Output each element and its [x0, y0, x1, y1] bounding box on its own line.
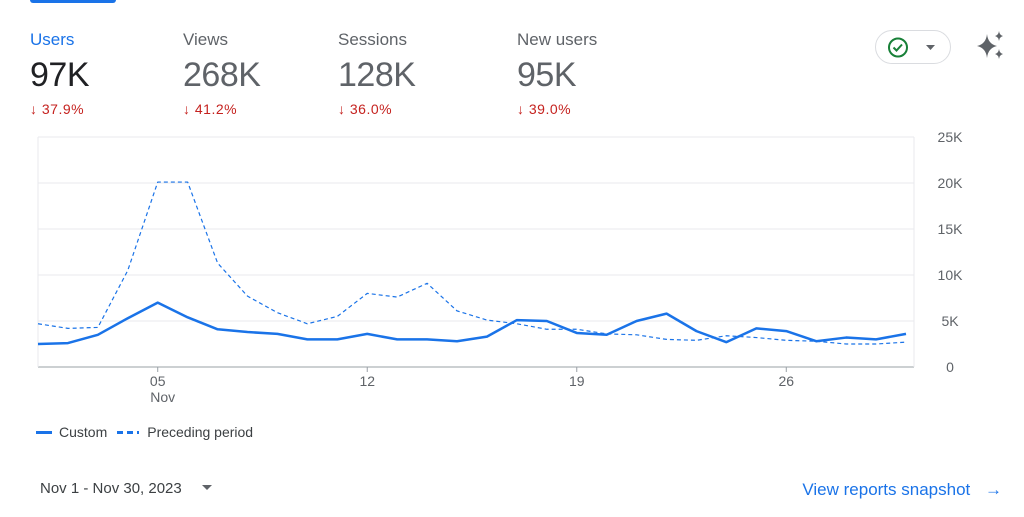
- y-tick-label: 25K: [938, 129, 964, 145]
- series-line-custom: [37, 301, 907, 346]
- arrow-right-icon: →: [985, 480, 1002, 499]
- legend-dashed-swatch: [117, 430, 140, 434]
- metric-change: ↓ 37.9%: [30, 101, 85, 117]
- metric-label: Views: [183, 30, 229, 49]
- snapshot-link-label: View reports snapshot: [802, 480, 971, 499]
- series-line-preceding-period: [37, 181, 907, 345]
- status-dropdown[interactable]: [875, 30, 951, 64]
- x-tick-label: 05: [150, 373, 166, 389]
- metric-sessions[interactable]: Sessions 128K ↓ 36.0%: [338, 30, 416, 117]
- metric-change: ↓ 36.0%: [338, 101, 393, 117]
- metric-new-users[interactable]: New users 95K ↓ 39.0%: [517, 30, 597, 117]
- x-tick-sublabel: Nov: [150, 389, 175, 405]
- legend-solid-swatch: [36, 430, 52, 434]
- metric-value: 128K: [338, 56, 416, 94]
- caret-down-icon: [926, 45, 935, 50]
- active-tab-indicator: [30, 0, 116, 3]
- date-range-label: Nov 1 - Nov 30, 2023: [40, 480, 182, 497]
- metric-views[interactable]: Views 268K ↓ 41.2%: [183, 30, 261, 117]
- y-tick-label: 20K: [938, 175, 964, 191]
- metric-label: New users: [517, 30, 598, 49]
- view-reports-snapshot-link[interactable]: View reports snapshot →: [802, 480, 1002, 500]
- metric-change: ↓ 39.0%: [517, 101, 572, 117]
- y-tick-label: 10K: [938, 267, 964, 283]
- metric-label: Users: [30, 30, 75, 49]
- metric-label: Sessions: [338, 30, 407, 49]
- date-range-selector[interactable]: Nov 1 - Nov 30, 2023: [40, 480, 212, 497]
- x-tick-label: 12: [359, 373, 375, 389]
- sparkle-icon[interactable]: [975, 30, 1007, 62]
- legend-preceding: Preceding period: [147, 424, 254, 440]
- metric-users[interactable]: Users 97K ↓ 37.9%: [30, 30, 90, 117]
- x-tick-label: 19: [569, 373, 585, 389]
- legend-custom: Custom: [59, 424, 108, 440]
- metric-value: 268K: [183, 56, 261, 94]
- metric-value: 97K: [30, 56, 90, 94]
- metric-value: 95K: [517, 56, 577, 94]
- x-tick-label: 26: [778, 373, 794, 389]
- caret-down-icon: [201, 485, 212, 495]
- y-tick-label: 15K: [938, 221, 964, 237]
- metric-change: ↓ 41.2%: [183, 101, 238, 117]
- y-tick-label: 0: [946, 359, 954, 375]
- chart-legend: Custom Preceding period: [36, 424, 253, 440]
- check-circle-icon: [888, 37, 935, 58]
- y-tick-label: 5K: [941, 313, 959, 329]
